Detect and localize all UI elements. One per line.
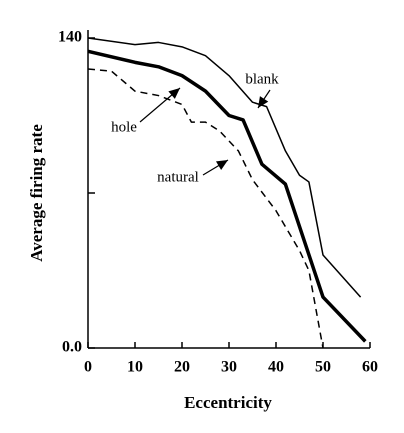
x-tick-label: 30 xyxy=(221,359,237,376)
x-axis-title: Eccentricity xyxy=(184,393,272,412)
y-tick-label: 140 xyxy=(58,29,82,46)
x-tick-label: 20 xyxy=(174,359,190,376)
series-label: hole xyxy=(111,119,137,135)
series-line xyxy=(87,37,362,298)
y-axis-title: Average firing rate xyxy=(27,124,46,262)
y-tick-label: 0.0 xyxy=(62,339,82,356)
x-tick-label: 50 xyxy=(315,359,331,376)
series-label: natural xyxy=(157,169,199,185)
x-tick-label: 40 xyxy=(268,359,284,376)
series-label: blank xyxy=(245,71,279,87)
x-tick-label: 60 xyxy=(362,359,378,376)
arrow-head xyxy=(215,160,228,170)
series-line xyxy=(87,49,367,343)
arrow-head xyxy=(168,88,180,99)
x-tick-label: 10 xyxy=(127,359,143,376)
series-line xyxy=(87,68,324,349)
x-tick-label: 0 xyxy=(84,359,92,376)
arrow-head xyxy=(258,96,269,108)
